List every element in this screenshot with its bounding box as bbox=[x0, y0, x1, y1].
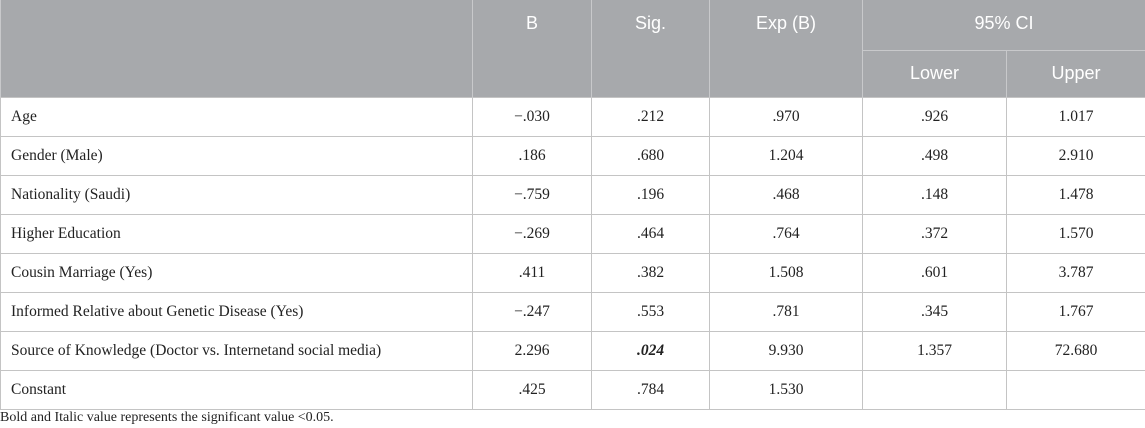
cell-upper bbox=[1006, 369, 1145, 410]
cell-b: .186 bbox=[472, 135, 592, 176]
table-header: B Sig. Exp (B) 95% CI Lower Upper bbox=[0, 0, 1145, 97]
header-sig: Sig. bbox=[591, 0, 710, 97]
cell-sig: .382 bbox=[591, 252, 710, 293]
header-exp-b: Exp (B) bbox=[709, 0, 863, 97]
table-row: Cousin Marriage (Yes) .411 .382 1.508 .6… bbox=[0, 252, 1145, 293]
cell-b: −.030 bbox=[472, 96, 592, 137]
cell-sig: .553 bbox=[591, 291, 710, 332]
cell-upper: 1.478 bbox=[1006, 174, 1145, 215]
cell-exp-b: .764 bbox=[709, 213, 863, 254]
cell-exp-b: 1.508 bbox=[709, 252, 863, 293]
cell-sig-significant: .024 bbox=[591, 330, 710, 371]
row-label: Higher Education bbox=[0, 213, 473, 254]
table-row: Constant .425 .784 1.530 bbox=[0, 369, 1145, 410]
cell-b: .425 bbox=[472, 369, 592, 410]
cell-sig: .464 bbox=[591, 213, 710, 254]
header-95-ci: 95% CI bbox=[862, 0, 1145, 51]
row-label: Constant bbox=[0, 369, 473, 410]
cell-lower: .148 bbox=[862, 174, 1007, 215]
cell-sig: .784 bbox=[591, 369, 710, 410]
cell-lower: .372 bbox=[862, 213, 1007, 254]
cell-sig: .212 bbox=[591, 96, 710, 137]
cell-b: −.269 bbox=[472, 213, 592, 254]
cell-exp-b: .781 bbox=[709, 291, 863, 332]
header-upper: Upper bbox=[1006, 50, 1145, 97]
cell-b: 2.296 bbox=[472, 330, 592, 371]
cell-b: −.247 bbox=[472, 291, 592, 332]
table-row: Source of Knowledge (Doctor vs. Internet… bbox=[0, 330, 1145, 371]
cell-lower: 1.357 bbox=[862, 330, 1007, 371]
table-footnote: Bold and Italic value represents the sig… bbox=[0, 410, 334, 425]
table-row: Higher Education −.269 .464 .764 .372 1.… bbox=[0, 213, 1145, 254]
row-label: Cousin Marriage (Yes) bbox=[0, 252, 473, 293]
cell-exp-b: 9.930 bbox=[709, 330, 863, 371]
cell-exp-b: 1.204 bbox=[709, 135, 863, 176]
cell-exp-b: .468 bbox=[709, 174, 863, 215]
cell-upper: 1.570 bbox=[1006, 213, 1145, 254]
table-row: Age −.030 .212 .970 .926 1.017 bbox=[0, 96, 1145, 137]
regression-table: B Sig. Exp (B) 95% CI Lower Upper Age −.… bbox=[0, 0, 1145, 410]
regression-table-container: B Sig. Exp (B) 95% CI Lower Upper Age −.… bbox=[0, 0, 1145, 410]
cell-lower: .498 bbox=[862, 135, 1007, 176]
header-variable bbox=[0, 0, 473, 97]
cell-lower: .601 bbox=[862, 252, 1007, 293]
table-row: Informed Relative about Genetic Disease … bbox=[0, 291, 1145, 332]
cell-sig: .196 bbox=[591, 174, 710, 215]
cell-upper: 3.787 bbox=[1006, 252, 1145, 293]
cell-sig: .680 bbox=[591, 135, 710, 176]
header-lower: Lower bbox=[862, 50, 1007, 97]
row-label: Nationality (Saudi) bbox=[0, 174, 473, 215]
row-label: Source of Knowledge (Doctor vs. Internet… bbox=[0, 330, 473, 371]
cell-upper: 1.017 bbox=[1006, 96, 1145, 137]
cell-lower: .926 bbox=[862, 96, 1007, 137]
cell-b: −.759 bbox=[472, 174, 592, 215]
cell-lower: .345 bbox=[862, 291, 1007, 332]
row-label: Informed Relative about Genetic Disease … bbox=[0, 291, 473, 332]
table-body: Age −.030 .212 .970 .926 1.017 Gender (M… bbox=[0, 96, 1145, 410]
cell-upper: 72.680 bbox=[1006, 330, 1145, 371]
header-b: B bbox=[472, 0, 592, 97]
row-label: Age bbox=[0, 96, 473, 137]
cell-lower bbox=[862, 369, 1007, 410]
cell-b: .411 bbox=[472, 252, 592, 293]
cell-upper: 1.767 bbox=[1006, 291, 1145, 332]
table-row: Gender (Male) .186 .680 1.204 .498 2.910 bbox=[0, 135, 1145, 176]
cell-exp-b: .970 bbox=[709, 96, 863, 137]
cell-upper: 2.910 bbox=[1006, 135, 1145, 176]
row-label: Gender (Male) bbox=[0, 135, 473, 176]
cell-exp-b: 1.530 bbox=[709, 369, 863, 410]
table-row: Nationality (Saudi) −.759 .196 .468 .148… bbox=[0, 174, 1145, 215]
